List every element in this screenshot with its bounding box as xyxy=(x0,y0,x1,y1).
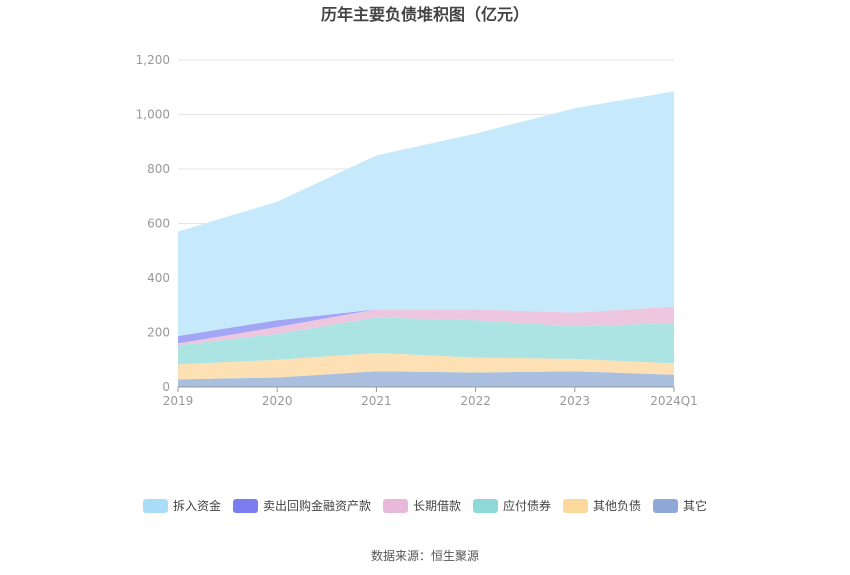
legend-item[interactable]: 其他负债 xyxy=(563,499,641,513)
y-tick-label: 1,200 xyxy=(136,53,170,67)
legend-item[interactable]: 拆入资金 xyxy=(143,498,221,513)
area-长期借款 xyxy=(178,306,674,346)
area-其他负债 xyxy=(178,352,674,380)
x-tick-label: 2021 xyxy=(361,394,392,408)
legend-swatch xyxy=(143,499,168,513)
area-应付债券 xyxy=(178,317,674,365)
x-tick-label: 2024Q1 xyxy=(650,394,698,408)
legend: 拆入资金 卖出回购金融资产款 长期借款 应付债券 其他负债 其它 xyxy=(143,498,707,513)
y-tick-label: 1,000 xyxy=(136,108,170,122)
legend-item[interactable]: 应付债券 xyxy=(473,498,551,513)
legend-item[interactable]: 卖出回购金融资产款 xyxy=(233,498,371,513)
legend-swatch xyxy=(233,499,258,513)
legend-swatch xyxy=(653,499,678,513)
area-其它 xyxy=(178,371,674,387)
legend-label: 卖出回购金融资产款 xyxy=(263,498,371,513)
axes: 0 200 400 600 800 1,000 1,200 2019 2020 2021 2022 2… xyxy=(136,53,698,408)
legend-label: 拆入资金 xyxy=(173,498,221,513)
legend-label: 其它 xyxy=(683,498,707,513)
legend-label: 长期借款 xyxy=(413,499,461,513)
y-tick-label: 400 xyxy=(147,271,170,285)
y-tick-label: 800 xyxy=(147,162,170,176)
legend-label: 其他负债 xyxy=(593,499,641,513)
area-卖出回购金融资产款 xyxy=(178,306,674,344)
chart-title: 历年主要负债堆积图（亿元） xyxy=(321,5,529,24)
y-tick-label: 0 xyxy=(162,380,170,394)
legend-label: 应付债券 xyxy=(503,498,551,513)
area-拆入资金 xyxy=(178,91,674,337)
x-tick-label: 2019 xyxy=(163,394,194,408)
legend-swatch xyxy=(563,499,588,513)
y-tick-label: 600 xyxy=(147,217,170,231)
x-tick-label: 2023 xyxy=(560,394,591,408)
legend-item[interactable]: 长期借款 xyxy=(383,499,461,513)
x-tick-label: 2022 xyxy=(460,394,491,408)
source-note: 数据来源：恒生聚源 xyxy=(371,548,479,563)
area-series xyxy=(178,91,674,387)
x-tick-label: 2020 xyxy=(262,394,293,408)
legend-item[interactable]: 其它 xyxy=(653,498,707,513)
legend-swatch xyxy=(473,499,498,513)
y-tick-label: 200 xyxy=(147,326,170,340)
legend-swatch xyxy=(383,499,408,513)
